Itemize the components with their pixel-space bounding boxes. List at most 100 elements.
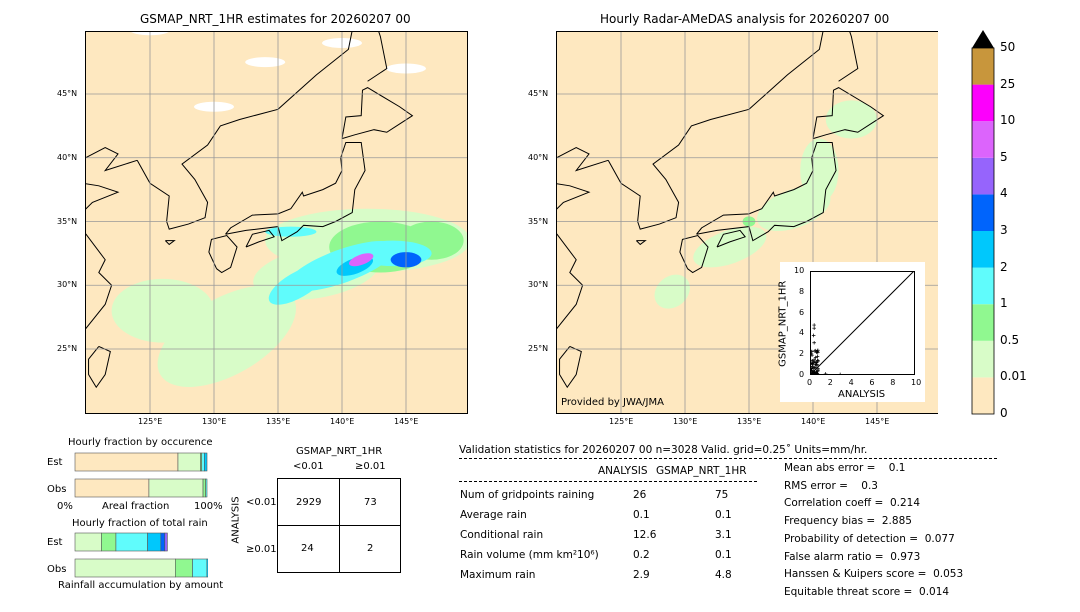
lat-tick-label: 25°N <box>528 344 549 353</box>
bar-segment <box>101 532 117 552</box>
colorbar-label: 1 <box>1000 296 1008 311</box>
scatter-point <box>823 372 828 375</box>
scatter-xlabel: ANALYSIS <box>838 389 886 400</box>
occurrence-bars <box>74 452 208 498</box>
stat-analysis-value: 2.9 <box>633 569 650 581</box>
coastline-china <box>85 146 138 331</box>
colorbar-extend-arrow <box>972 30 994 48</box>
coastline-sakhalin <box>838 31 859 82</box>
scatter-point <box>813 365 817 370</box>
lat-tick-label: 45°N <box>528 89 549 98</box>
cell-miss: 24 <box>301 543 314 554</box>
table-row-label: ANALYSIS <box>230 496 242 544</box>
rain-area <box>825 100 877 139</box>
right-map-title: Hourly Radar-AMeDAS analysis for 2026020… <box>600 12 890 26</box>
colorbar-label: 2 <box>1000 259 1008 274</box>
bar-segment <box>201 452 205 472</box>
scatter-point <box>813 355 818 360</box>
score-item: Frequency bias = 2.885 <box>784 515 912 528</box>
colorbar-swatch <box>972 231 994 268</box>
bar-segment <box>202 478 206 498</box>
gsmap-map <box>85 31 468 414</box>
coastline-korea <box>136 31 353 230</box>
scatter-point <box>810 353 814 357</box>
lat-tick-label: 30°N <box>57 280 78 290</box>
stats-divider <box>459 458 997 459</box>
rain-area <box>693 226 767 268</box>
colorbar <box>971 30 995 415</box>
bar-segment <box>74 478 150 498</box>
scatter-ylabel: GSMAP_NRT_1HR <box>777 280 789 367</box>
bar-segment <box>205 478 208 498</box>
colorbar-swatch <box>972 267 994 305</box>
scatter-point <box>810 368 814 372</box>
table-row-lt: <0.01 <box>246 497 277 508</box>
scatter-x-tick: 6 <box>869 378 875 387</box>
score-item: Mean abs error = 0.1 <box>784 462 906 474</box>
colorbar-label: 5 <box>1000 149 1008 164</box>
lat-tick-label: 35°N <box>528 216 549 226</box>
score-item: RMS error = 0.3 <box>784 479 878 492</box>
coastline-shikoku <box>716 229 747 248</box>
scatter-point <box>814 363 819 368</box>
lat-tick-label: 25°N <box>57 344 78 353</box>
scatter-point <box>812 326 816 330</box>
colorbar-label: 3 <box>1000 223 1008 237</box>
scatter-y-tick: 6 <box>799 307 805 317</box>
rain-obs-label: Obs <box>47 564 67 575</box>
score-item: Equitable threat score = 0.014 <box>784 585 950 598</box>
rain-est-label: Est <box>47 537 63 548</box>
col-analysis: ANALYSIS <box>598 465 648 477</box>
scatter-point <box>816 366 820 371</box>
colorbar-label: 0 <box>1000 406 1008 420</box>
coastline-korea_islands <box>636 240 647 246</box>
score-item: Hanssen & Kuipers score = 0.053 <box>784 568 964 581</box>
colorbar-label: 50 <box>1000 40 1016 54</box>
colorbar-label: 4 <box>1000 186 1008 201</box>
rain-area <box>757 186 831 232</box>
table-divider <box>459 481 757 482</box>
scatter-plot <box>810 271 915 375</box>
scatter-point <box>812 340 816 345</box>
scatter-point <box>812 323 816 327</box>
colorbar-frame <box>971 47 995 415</box>
score-item: Correlation coeff = 0.214 <box>784 497 920 510</box>
map-frame <box>556 31 938 414</box>
coastline-sakhalin <box>367 31 388 82</box>
bar-segment <box>192 558 208 578</box>
rain-fraction-bars <box>74 532 208 578</box>
rain-area <box>111 278 214 343</box>
rain-area <box>800 138 839 203</box>
scatter-point <box>810 362 815 366</box>
scatter-x-tick: 2 <box>827 378 833 387</box>
lon-tick-label: 145°E <box>394 417 419 426</box>
scatter-x-tick: 8 <box>890 378 896 387</box>
stat-gsmap-value: 0.1 <box>715 509 732 521</box>
stat-gsmap-value: 75 <box>715 489 729 501</box>
colorbar-swatch <box>972 304 994 341</box>
coastline-shikoku <box>245 229 276 248</box>
bar-segment <box>148 478 204 498</box>
scatter-y-tick: 10 <box>794 266 805 275</box>
scatter-y-tick: 2 <box>799 349 805 359</box>
scatter-point <box>815 354 820 359</box>
bar-segment <box>204 452 208 472</box>
lon-tick-label: 125°E <box>609 417 634 426</box>
occ-x100: 100% <box>194 501 223 512</box>
scatter-x-tick: 4 <box>848 378 854 387</box>
scatter-point <box>810 358 813 363</box>
lon-tick-label: 140°E <box>801 417 826 426</box>
colorbar-swatch <box>972 157 994 195</box>
scatter-x-tick: 0 <box>807 378 813 387</box>
colorbar-label: 0.01 <box>1000 369 1027 384</box>
score-item: False alarm ratio = 0.973 <box>784 550 921 563</box>
coastline-honshu <box>696 141 837 242</box>
left-map-title: GSMAP_NRT_1HR estimates for 20260207 00 <box>140 12 411 26</box>
lon-tick-label: 140°E <box>330 417 355 426</box>
scatter-y-tick: 4 <box>799 328 805 338</box>
bar-segment <box>177 452 201 472</box>
coastline-china <box>556 146 609 331</box>
occ-xlabel: Areal fraction <box>102 501 170 512</box>
occ-obs-label: Obs <box>47 484 67 495</box>
lon-tick-label: 130°E <box>673 417 698 426</box>
